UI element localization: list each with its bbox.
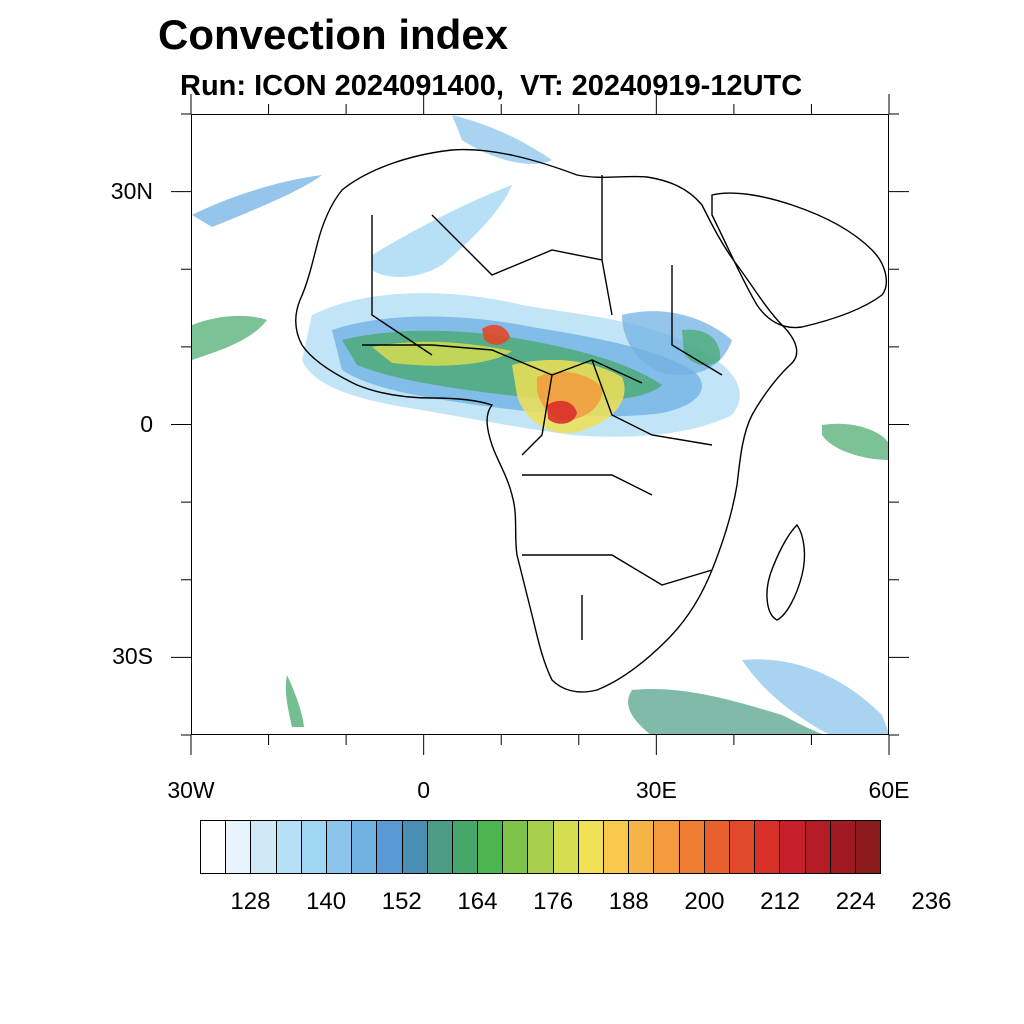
- convection-field-southern-ocean-east: [742, 659, 888, 734]
- colorbar-label: 128: [230, 888, 271, 915]
- country-border: [522, 554, 713, 586]
- colorbar-box: [578, 821, 604, 873]
- colorbar-box: [503, 821, 529, 873]
- colorbar-label: 236: [911, 888, 952, 915]
- country-border: [591, 359, 713, 446]
- africa-coastline: [295, 148, 798, 693]
- colorbar-label: 200: [684, 888, 725, 915]
- convection-field-mediterranean: [452, 115, 552, 164]
- colorbar-box: [553, 821, 579, 873]
- convection-field-congo-red: [547, 400, 577, 424]
- madagascar-coastline: [766, 523, 806, 621]
- map-panel: [191, 114, 889, 735]
- convection-field-sahel-yellow: [372, 341, 512, 366]
- colorbar-box: [704, 821, 730, 873]
- colorbar-box: [604, 821, 630, 873]
- colorbar-label: 152: [381, 888, 422, 915]
- colorbar-box: [251, 821, 277, 873]
- colorbar-label: 140: [306, 888, 347, 915]
- colorbar-box: [679, 821, 705, 873]
- colorbar: [200, 820, 881, 874]
- longitude-label: 0: [417, 777, 431, 803]
- colorbar-label: 164: [457, 888, 498, 915]
- latitude-label: 30N: [110, 177, 153, 204]
- convection-field-atlantic-west: [192, 315, 267, 360]
- country-border: [671, 265, 723, 376]
- colorbar-box: [427, 821, 453, 873]
- convection-field-layer: [192, 115, 888, 734]
- map-canvas: [192, 115, 888, 734]
- colorbar-box: [226, 821, 252, 873]
- country-border: [362, 344, 643, 384]
- colorbar-box: [352, 821, 378, 873]
- convection-field-nigeria-red: [482, 324, 510, 345]
- coastline-layer: [295, 148, 888, 693]
- longitude-label: 30W: [167, 777, 215, 803]
- colorbar-box: [830, 821, 856, 873]
- colorbar-box: [452, 821, 479, 873]
- country-border: [522, 474, 653, 496]
- convection-field-atlantic-north: [192, 175, 322, 227]
- colorbar-box: [478, 821, 504, 873]
- latitude-label: 30S: [112, 643, 153, 670]
- latitude-label: 0: [140, 410, 153, 437]
- country-border: [521, 374, 553, 456]
- chart-title: Convection index: [158, 11, 509, 58]
- colorbar-label: 212: [760, 888, 801, 915]
- convection-field-indian-ocean: [822, 423, 888, 460]
- arabia-coastline: [711, 192, 888, 329]
- colorbar-box: [805, 821, 831, 873]
- colorbar-label: 188: [608, 888, 649, 915]
- convection-field-southern-ocean: [628, 689, 823, 734]
- colorbar-box: [201, 821, 227, 873]
- colorbar-box: [301, 821, 327, 873]
- convection-field-sahara: [372, 185, 512, 277]
- chart-subtitle: Run: ICON 2024091400, VT: 20240919-12UTC: [180, 70, 803, 102]
- colorbar-label: 176: [533, 888, 574, 915]
- colorbar-box: [276, 821, 302, 873]
- colorbar-box: [654, 821, 680, 873]
- convection-field-southwest-atlantic: [285, 675, 304, 727]
- colorbar-box: [629, 821, 655, 873]
- colorbar-box: [729, 821, 756, 873]
- colorbar-box: [528, 821, 554, 873]
- country-border: [431, 214, 613, 316]
- colorbar-label: 224: [835, 888, 876, 915]
- longitude-label: 30E: [635, 777, 677, 803]
- country-border: [371, 215, 433, 356]
- colorbar-box: [855, 821, 881, 873]
- colorbar-box: [780, 821, 806, 873]
- colorbar-box: [326, 821, 353, 873]
- colorbar-box: [377, 821, 403, 873]
- colorbar-box: [402, 821, 428, 873]
- colorbar-box: [755, 821, 781, 873]
- longitude-label: 60E: [868, 777, 910, 803]
